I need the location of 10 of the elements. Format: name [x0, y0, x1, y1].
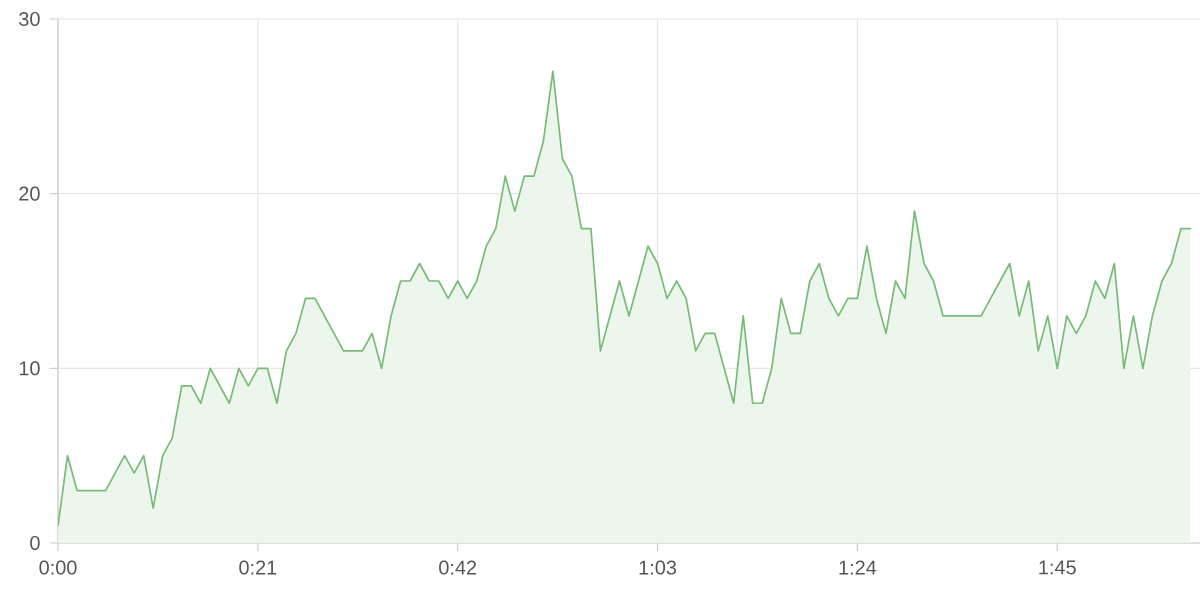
x-tick-label: 0:21: [239, 560, 277, 575]
x-tick-label: 1:45: [1039, 560, 1076, 575]
x-tick-label: 1:03: [639, 560, 677, 575]
x-tick-label: 0:42: [439, 560, 477, 575]
x-tick-label: 1:24: [839, 560, 877, 575]
y-tick-label: 10: [19, 361, 40, 376]
y-tick-label: 30: [19, 11, 40, 27]
y-tick-label: 0: [30, 535, 40, 551]
x-tick-label: 0:00: [39, 560, 77, 575]
y-tick-label: 20: [19, 186, 40, 201]
